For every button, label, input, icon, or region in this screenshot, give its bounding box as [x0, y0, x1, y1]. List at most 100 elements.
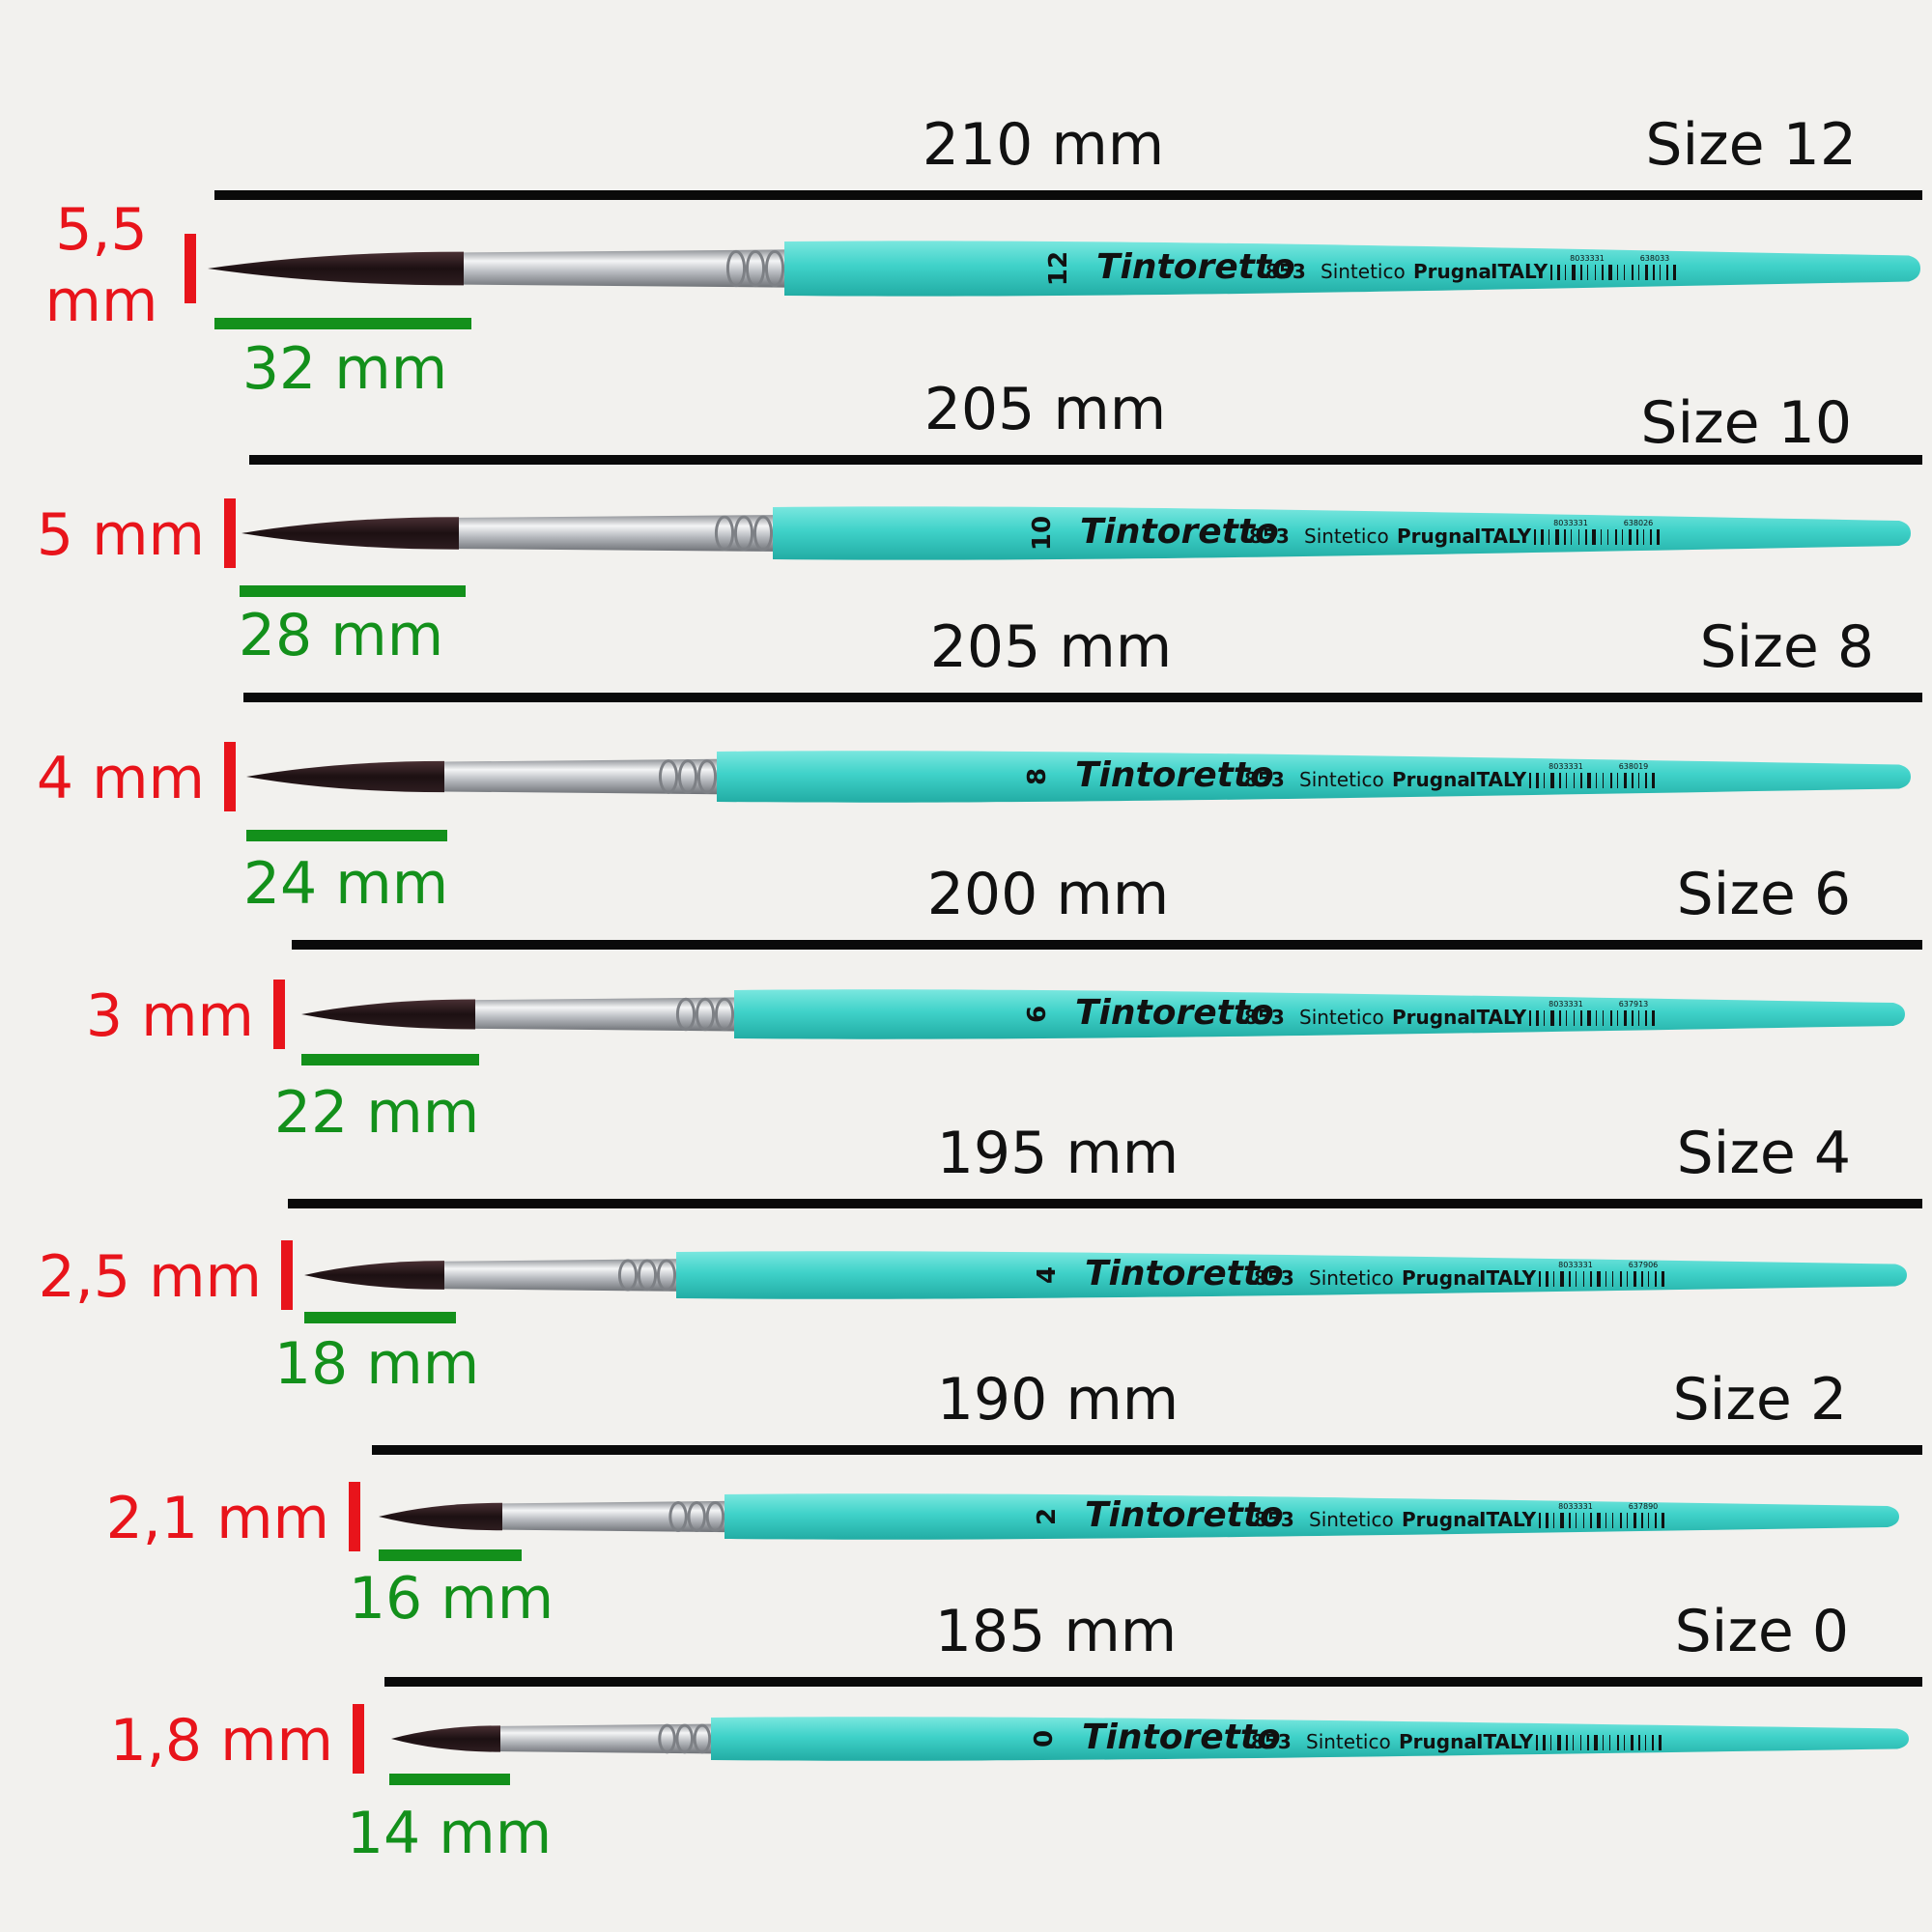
- length-label: 190 mm: [937, 1366, 1179, 1434]
- brush-handle: [717, 751, 1911, 803]
- width-label: 1,8 mm: [110, 1707, 333, 1775]
- length-line: [372, 1445, 1922, 1455]
- hair-length-line: [240, 585, 466, 597]
- material-name: Sintetico: [1299, 1006, 1384, 1029]
- length-line: [243, 693, 1922, 702]
- brush-ferrule: [500, 1723, 711, 1754]
- material-variant: Prugna: [1397, 525, 1475, 548]
- barcode: [1539, 1513, 1664, 1528]
- width-label: 4 mm: [37, 745, 205, 812]
- material-variant: Prugna: [1402, 1508, 1480, 1531]
- ferrule-crimp: [745, 249, 766, 288]
- width-marker: [349, 1482, 360, 1551]
- hair-length-label: 18 mm: [274, 1330, 479, 1398]
- brush-hair: [246, 760, 444, 793]
- barcode-code-b: 638019: [1619, 762, 1649, 771]
- hair-length-line: [246, 830, 447, 841]
- hair-length-label: 16 mm: [349, 1565, 554, 1633]
- brush-hair: [304, 1261, 444, 1290]
- model-number: 853: [1244, 1006, 1285, 1029]
- ferrule-crimp: [687, 1501, 706, 1532]
- width-label: 2,5 mm: [39, 1243, 262, 1311]
- size-label: Size 2: [1673, 1366, 1847, 1434]
- ferrule-crimp: [637, 1259, 658, 1292]
- handle-size-number: 12: [1044, 251, 1073, 286]
- brush-hair: [391, 1725, 500, 1752]
- brush-ferrule: [444, 1259, 676, 1292]
- barcode: [1536, 1735, 1662, 1750]
- ferrule-crimp: [764, 249, 785, 288]
- brand-logo-text: Tintoretto: [1085, 1254, 1284, 1293]
- barcode-code-a: 8033331: [1548, 1000, 1583, 1009]
- size-label: Size 8: [1700, 613, 1874, 681]
- brush-handle: [734, 989, 1905, 1039]
- ferrule-crimp: [753, 515, 774, 552]
- size-label: Size 10: [1640, 389, 1852, 457]
- length-line: [384, 1677, 1922, 1687]
- ferrule-crimp: [733, 515, 754, 552]
- hair-length-label: 32 mm: [242, 335, 447, 403]
- hair-length-label: 14 mm: [347, 1800, 552, 1867]
- brush-ferrule: [459, 515, 773, 552]
- ferrule-crimp: [705, 1501, 725, 1532]
- brush-ferrule: [502, 1500, 724, 1533]
- width-marker: [224, 498, 236, 568]
- barcode-code-b: 638033: [1640, 254, 1670, 263]
- barcode: [1539, 1271, 1664, 1287]
- handle-size-number: 4: [1033, 1266, 1062, 1284]
- brush-hair: [379, 1502, 502, 1531]
- ferrule-crimp: [675, 1723, 695, 1754]
- handle-size-number: 8: [1023, 768, 1052, 785]
- material-variant: Prugna: [1392, 1006, 1470, 1029]
- width-marker: [273, 980, 285, 1049]
- handle-size-number: 6: [1023, 1006, 1052, 1023]
- ferrule-crimp: [658, 759, 679, 794]
- brand-logo-text: Tintoretto: [1080, 512, 1279, 552]
- width-marker: [224, 742, 236, 811]
- length-line: [249, 455, 1922, 465]
- barcode-code-b: 637890: [1629, 1502, 1659, 1511]
- material-name: Sintetico: [1299, 768, 1384, 791]
- ferrule-crimp: [656, 1259, 677, 1292]
- origin-label: ITALY: [1479, 1266, 1537, 1290]
- width-label: 5,5: [55, 196, 147, 264]
- barcode: [1534, 529, 1660, 545]
- material-name: Sintetico: [1309, 1266, 1394, 1290]
- material-name: Sintetico: [1306, 1730, 1391, 1753]
- brush-hair: [242, 517, 459, 550]
- brush-handle: [676, 1251, 1907, 1299]
- model-number: 853: [1244, 768, 1285, 791]
- origin-label: ITALY: [1469, 1006, 1527, 1029]
- barcode-code-a: 8033331: [1548, 762, 1583, 771]
- origin-label: ITALY: [1474, 525, 1532, 548]
- barcode-code-a: 8033331: [1558, 1261, 1593, 1269]
- ferrule-crimp: [714, 515, 735, 552]
- width-marker: [281, 1240, 293, 1310]
- width-marker: [185, 234, 196, 303]
- barcode: [1529, 1010, 1655, 1026]
- ferrule-crimp: [675, 997, 696, 1032]
- model-number: 853: [1254, 1266, 1294, 1290]
- model-number: 853: [1249, 525, 1290, 548]
- material-variant: Prugna: [1402, 1266, 1480, 1290]
- barcode: [1529, 773, 1655, 788]
- hair-length-label: 24 mm: [243, 850, 448, 918]
- width-label: 2,1 mm: [106, 1485, 329, 1552]
- ferrule-crimp: [695, 997, 716, 1032]
- hair-length-label: 22 mm: [274, 1079, 479, 1147]
- brush-handle: [773, 506, 1911, 560]
- width-label-unit: mm: [45, 268, 158, 335]
- hair-length-line: [389, 1774, 510, 1785]
- hair-length-line: [379, 1549, 522, 1561]
- brand-logo-text: Tintoretto: [1075, 993, 1274, 1033]
- brush-ferrule: [464, 249, 784, 288]
- brand-logo-text: Tintoretto: [1096, 247, 1295, 287]
- ferrule-crimp: [617, 1259, 639, 1292]
- hair-length-line: [301, 1054, 479, 1065]
- barcode-code-b: 637906: [1629, 1261, 1659, 1269]
